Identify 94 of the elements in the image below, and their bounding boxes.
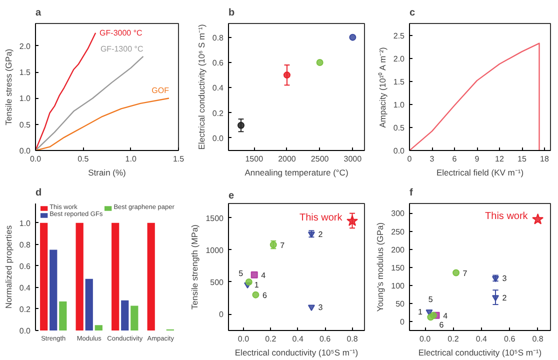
y-tick-label: 0.0 <box>19 146 32 156</box>
y-tick-label: 1500 <box>206 214 224 223</box>
chart-title: a <box>36 8 42 18</box>
y-axis-title: Tensile stress (GPa) <box>3 48 14 126</box>
annotation: 6 <box>262 290 268 300</box>
x-axis-title: Electrical conductivity (10⁵S m⁻¹) <box>418 348 542 358</box>
chart-title: b <box>228 8 235 18</box>
chart-title: f <box>410 188 414 198</box>
annotation: 6 <box>439 320 444 330</box>
x-tick-label: 9 <box>474 154 480 164</box>
y-tick-label: 2.5 <box>393 31 406 40</box>
annotation: 3 <box>502 274 508 284</box>
y-tick-label: 1.5 <box>393 77 406 86</box>
y-tick-label: 0.6 <box>212 58 224 68</box>
y-tick-label: 150 <box>391 263 406 272</box>
x-axis-title: Electrical field (KV m⁻¹) <box>436 168 524 178</box>
y-tick-label: 1000 <box>206 246 224 255</box>
series-label: GF-1300 °C <box>100 44 144 54</box>
annotation: 7 <box>462 268 468 278</box>
x-tick-label: 0.8 <box>532 334 544 344</box>
x-tick-label: 12 <box>495 154 504 164</box>
x-tick-label: 0.0 <box>238 334 250 344</box>
y-axis-title: Young's modulus (GPa) <box>375 222 386 312</box>
y-tick-label: 1.0 <box>393 100 406 110</box>
annotation: This work <box>485 210 529 222</box>
x-tick-label: 6 <box>452 154 458 164</box>
chart-title: c <box>410 8 416 18</box>
annotation: 4 <box>443 311 448 320</box>
y-tick-label: 0.8 <box>212 33 224 42</box>
annotation: 2 <box>502 293 508 302</box>
annotation: 1 <box>254 280 260 290</box>
chart-title: d <box>36 188 42 198</box>
y-tick-label: 0.6 <box>19 262 32 271</box>
y-tick-label: 0.2 <box>19 304 32 314</box>
annotation: This work <box>299 212 344 224</box>
y-tick-label: 0 <box>219 310 224 320</box>
y-axis-title: Normalized properties <box>3 225 14 309</box>
x-tick-label: 0.4 <box>292 334 304 344</box>
annotation: 7 <box>280 240 286 250</box>
y-tick-label: 2.0 <box>19 42 32 51</box>
y-tick-label: 0.0 <box>393 146 406 156</box>
y-tick-label: 0.2 <box>212 108 224 118</box>
annotation: 3 <box>318 303 324 312</box>
chart-title: e <box>228 190 234 202</box>
y-axis-title: Electrical conductivity (10⁶ S m⁻¹) <box>196 24 206 150</box>
x-tick-label: 0.6 <box>320 334 332 344</box>
y-axis-title: Ampacity (10¹⁰ A m⁻²) <box>377 46 388 128</box>
x-tick-label: 0.4 <box>476 334 488 344</box>
annotation: 5 <box>238 268 244 278</box>
x-tick-label: 2500 <box>310 154 330 164</box>
x-tick-label: 18 <box>540 154 550 164</box>
y-tick-label: 0.0 <box>19 326 32 336</box>
x-tick-label: 1.5 <box>172 154 185 164</box>
y-tick-label: 1.0 <box>19 94 32 104</box>
y-tick-label: 0.4 <box>19 283 32 292</box>
x-tick-label: 0.2 <box>265 334 277 344</box>
annotation: 1 <box>418 308 424 317</box>
x-tick-label: 1500 <box>245 154 264 164</box>
y-tick-label: 0.0 <box>212 134 224 143</box>
y-tick-label: 50 <box>396 299 406 308</box>
x-tick-label: 1.0 <box>125 154 137 164</box>
x-tick-label: 0.5 <box>78 154 90 164</box>
x-axis-title: Electrical conductivity (10⁵S m⁻¹) <box>234 348 358 358</box>
y-tick-label: 100 <box>391 281 406 290</box>
x-tick-label: 3 <box>430 154 435 164</box>
y-axis-title: Tensile strength (MPa) <box>190 224 200 310</box>
annotation: 4 <box>261 270 266 280</box>
y-tick-label: 0.5 <box>19 120 32 130</box>
x-tick-label: 0.6 <box>504 334 516 344</box>
y-tick-label: 0.8 <box>19 240 32 250</box>
x-tick-label: 0 <box>407 154 412 164</box>
y-tick-label: 300 <box>391 209 406 218</box>
x-tick-label: 0.8 <box>346 334 358 344</box>
y-tick-label: 0 <box>400 317 406 326</box>
x-axis-title: Strain (%) <box>88 168 126 178</box>
x-tick-label: 0.0 <box>30 154 42 164</box>
y-tick-label: 2.0 <box>393 54 406 64</box>
y-tick-label: 0.5 <box>393 123 406 132</box>
x-axis-title: Annealing temperature (°C) <box>244 168 348 178</box>
x-tick-label: 0.0 <box>419 334 432 344</box>
y-tick-label: 200 <box>391 245 406 254</box>
y-tick-label: 250 <box>391 227 406 236</box>
annotation: 5 <box>428 295 434 304</box>
annotation: 2 <box>318 230 324 239</box>
y-tick-label: 1.0 <box>19 218 32 228</box>
x-tick-label: 15 <box>518 154 527 164</box>
x-tick-label: 3000 <box>344 154 362 164</box>
series-label: GOF <box>152 86 170 96</box>
x-tick-label: 0.2 <box>448 334 460 344</box>
y-tick-label: 0.4 <box>212 84 224 93</box>
y-tick-label: 1.5 <box>19 68 32 78</box>
series-label: GF-3000 °C <box>100 28 143 38</box>
y-tick-label: 500 <box>210 278 224 287</box>
x-tick-label: 2000 <box>278 154 296 164</box>
